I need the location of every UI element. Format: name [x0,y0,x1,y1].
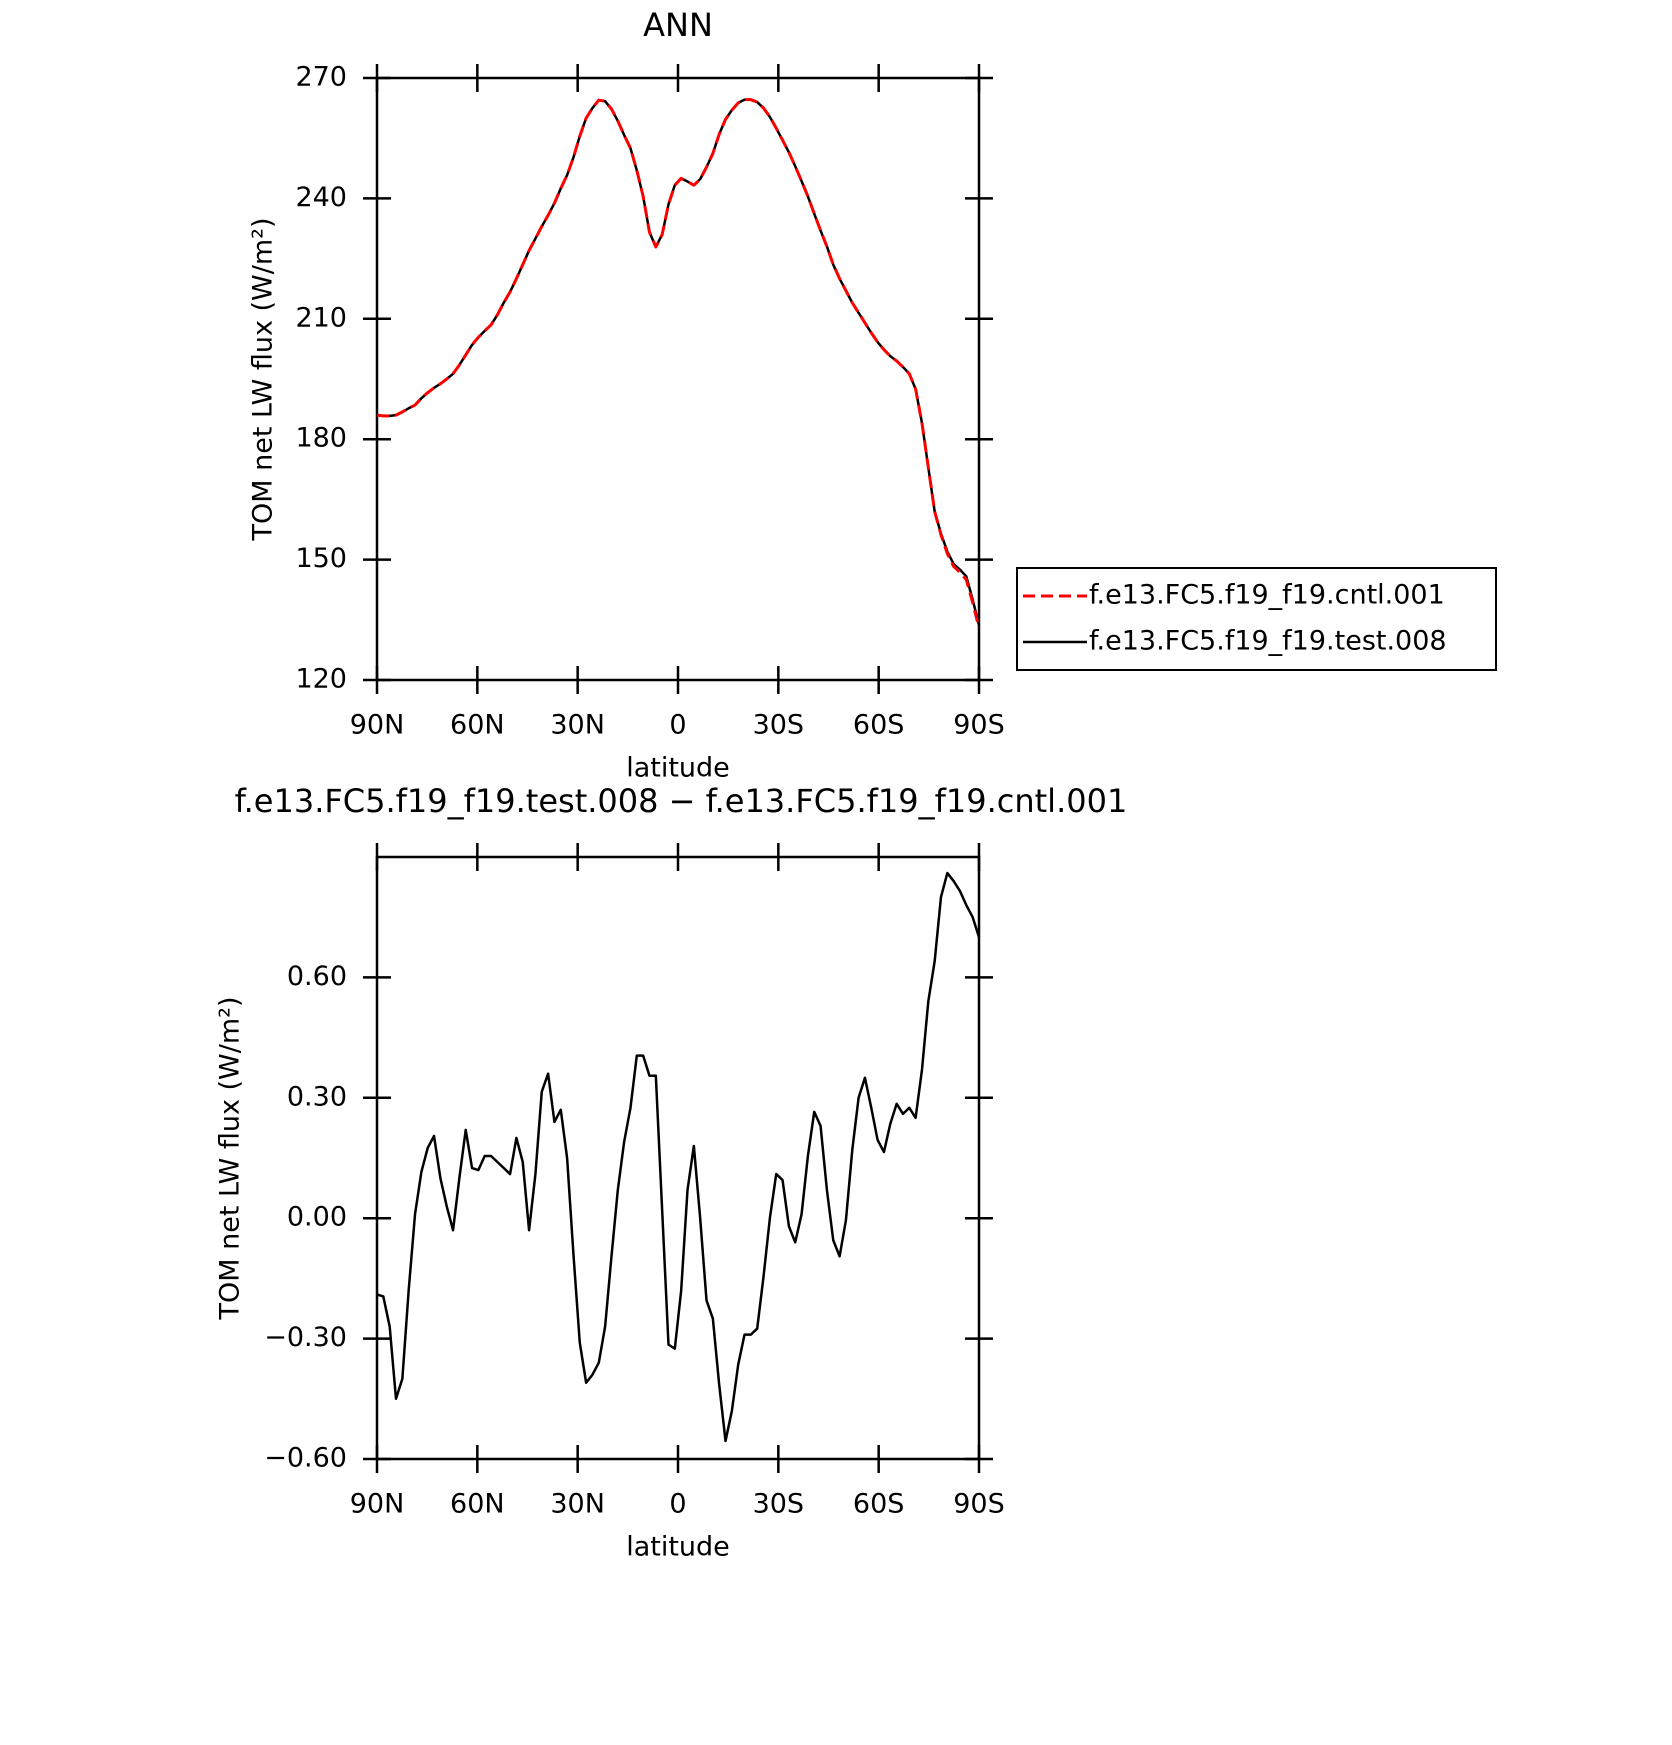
data-line [376,98,981,626]
y-tick-label: 270 [295,62,347,93]
x-tick-label: 60N [450,1489,505,1520]
y-tick-label: 150 [295,543,347,574]
y-tick-label: 0.60 [287,961,347,992]
x-tick-label: 90S [953,1489,1005,1520]
x-tick-label: 60S [853,1489,905,1520]
plot-frame [375,855,981,1461]
y-tick-label: 0.30 [287,1081,347,1112]
y-tick-label: 240 [295,182,347,213]
x-tick-label: 30N [550,710,605,741]
x-tick-label: 30S [753,1489,805,1520]
x-axis-label: latitude [626,1532,730,1563]
x-tick-label: 90N [350,710,405,741]
x-tick-label: 60N [450,710,505,741]
y-axis-label: TOM net LW flux (W/m²) [215,996,246,1320]
chart-title: f.e13.FC5.f19_f19.test.008 − f.e13.FC5.f… [235,782,1128,820]
data-line [376,98,981,629]
legend-label: f.e13.FC5.f19_f19.test.008 [1089,626,1447,657]
x-tick-label: 30S [753,710,805,741]
legend-box [1016,567,1497,671]
x-axis-label: latitude [626,753,730,784]
x-tick-label: 90N [350,1489,405,1520]
y-tick-label: −0.60 [264,1443,347,1474]
chart-title: ANN [643,6,713,44]
plot-frame [375,76,981,682]
y-tick-label: 120 [295,664,347,695]
x-tick-label: 60S [853,710,905,741]
y-tick-label: −0.30 [264,1322,347,1353]
y-tick-label: 180 [295,423,347,454]
y-axis-label: TOM net LW flux (W/m²) [248,217,279,541]
x-tick-label: 90S [953,710,1005,741]
data-line [376,871,981,1443]
legend-label: f.e13.FC5.f19_f19.cntl.001 [1089,580,1445,611]
x-tick-label: 0 [669,1489,686,1520]
x-tick-label: 0 [669,710,686,741]
y-tick-label: 0.00 [287,1202,347,1233]
x-tick-label: 30N [550,1489,605,1520]
y-tick-label: 210 [295,302,347,333]
